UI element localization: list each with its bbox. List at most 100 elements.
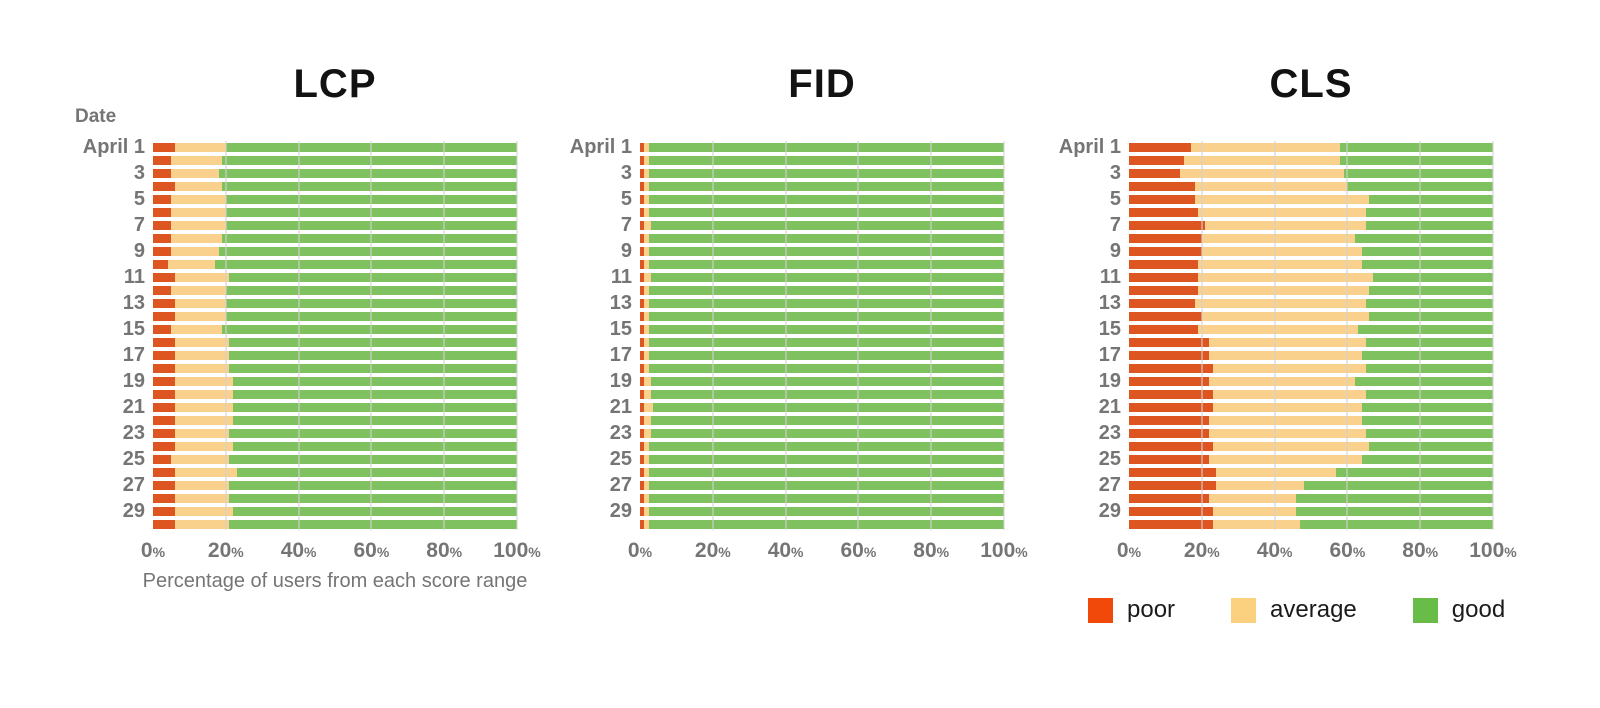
bar-segment-average bbox=[174, 416, 234, 425]
bar-segment-good bbox=[222, 234, 517, 243]
stacked-bar-april-7 bbox=[153, 221, 517, 230]
bar-segment-average bbox=[1216, 481, 1304, 490]
bar-segment-poor bbox=[640, 299, 644, 308]
bar-segment-average bbox=[1201, 234, 1355, 243]
stacked-bar-april-9 bbox=[1129, 247, 1493, 256]
stacked-bar-april-14 bbox=[1129, 312, 1493, 321]
bar-segment-average bbox=[1179, 169, 1344, 178]
y-tick-label: 19 bbox=[1098, 370, 1121, 392]
bar-segment-good bbox=[1340, 156, 1493, 165]
bar-segment-average bbox=[643, 390, 651, 399]
bar-row bbox=[63, 258, 517, 271]
legend-label-average: average bbox=[1270, 596, 1357, 623]
bar-segment-average bbox=[174, 351, 230, 360]
x-tick-label: 40% bbox=[280, 539, 317, 562]
legend-item-good: good bbox=[1412, 596, 1505, 624]
bar-segment-average bbox=[643, 260, 650, 269]
bar-segment-average bbox=[643, 286, 650, 295]
y-tick-label: 27 bbox=[1098, 474, 1121, 496]
bar-row: 9 bbox=[63, 241, 517, 261]
bar-segment-good bbox=[233, 403, 517, 412]
bar-segment-average bbox=[1212, 364, 1366, 373]
legend-swatch-good-icon bbox=[1412, 597, 1438, 623]
legend-swatch-average-icon bbox=[1231, 597, 1257, 623]
bar-segment-good bbox=[1347, 182, 1493, 191]
bar-segment-good bbox=[650, 390, 1004, 399]
stacked-bar-april-15 bbox=[1129, 325, 1493, 334]
bar-segment-good bbox=[649, 143, 1004, 152]
bar-segment-good bbox=[222, 156, 517, 165]
bar-segment-good bbox=[233, 442, 517, 451]
bar-segment-average bbox=[174, 364, 230, 373]
bar-segment-poor bbox=[153, 247, 172, 256]
bar-segment-poor bbox=[1129, 169, 1180, 178]
stacked-bar-april-11 bbox=[1129, 273, 1493, 282]
bar-segment-average bbox=[643, 351, 650, 360]
stacked-bar-april-23 bbox=[640, 429, 1004, 438]
bar-segment-good bbox=[1365, 338, 1493, 347]
bar-segment-good bbox=[649, 468, 1004, 477]
stacked-bar-april-25 bbox=[1129, 455, 1493, 464]
bar-segment-poor bbox=[1129, 351, 1210, 360]
bar-row bbox=[1039, 232, 1493, 245]
bar-row: 21 bbox=[550, 396, 1004, 418]
bar-segment-good bbox=[1361, 351, 1493, 360]
bar-segment-poor bbox=[640, 273, 644, 282]
stacked-bar-april-12 bbox=[640, 286, 1004, 295]
stacked-bar-april-5 bbox=[640, 195, 1004, 204]
bar-segment-poor bbox=[1129, 390, 1213, 399]
stacked-bar-april-5 bbox=[153, 195, 517, 204]
bar-segment-good bbox=[649, 208, 1004, 217]
bar-segment-average bbox=[643, 520, 650, 529]
y-tick-label: 13 bbox=[1098, 292, 1121, 314]
bar-segment-average bbox=[643, 221, 651, 230]
bar-segment-average bbox=[171, 169, 219, 178]
bar-segment-poor bbox=[640, 156, 644, 165]
bar-segment-poor bbox=[1129, 208, 1199, 217]
stacked-bar-april-14 bbox=[640, 312, 1004, 321]
bar-segment-average bbox=[171, 286, 226, 295]
stacked-bar-april-27 bbox=[640, 481, 1004, 490]
bar-row bbox=[1039, 466, 1493, 479]
bar-row bbox=[63, 466, 517, 479]
bar-segment-poor bbox=[153, 143, 175, 152]
bar-segment-good bbox=[649, 286, 1004, 295]
bar-segment-good bbox=[649, 195, 1004, 204]
bar-row bbox=[63, 180, 517, 193]
y-tick-label: 21 bbox=[609, 396, 632, 418]
y-tick-label: 27 bbox=[122, 474, 145, 496]
bar-row bbox=[550, 232, 1004, 245]
bar-segment-good bbox=[649, 481, 1004, 490]
stacked-bar-april-23 bbox=[1129, 429, 1493, 438]
bar-segment-average bbox=[643, 143, 650, 152]
bar-segment-poor bbox=[1129, 247, 1202, 256]
bar-row bbox=[1039, 180, 1493, 193]
bar-segment-average bbox=[643, 364, 650, 373]
stacked-bar-april-25 bbox=[640, 455, 1004, 464]
bar-segment-poor bbox=[153, 377, 175, 386]
bar-row: 15 bbox=[63, 319, 517, 339]
x-tick-label: 0% bbox=[140, 539, 166, 562]
bar-segment-good bbox=[649, 234, 1004, 243]
bar-segment-average bbox=[1212, 442, 1370, 451]
bar-segment-good bbox=[222, 182, 517, 191]
bar-segment-good bbox=[649, 325, 1004, 334]
bar-segment-average bbox=[174, 429, 230, 438]
bar-row: 25 bbox=[550, 449, 1004, 469]
x-axis-label: Percentage of users from each score rang… bbox=[142, 570, 528, 592]
x-tick-label: 100% bbox=[493, 539, 541, 562]
bar-segment-good bbox=[1365, 299, 1493, 308]
bar-segment-average bbox=[643, 429, 651, 438]
bar-row bbox=[63, 518, 517, 531]
bar-segment-poor bbox=[1129, 156, 1184, 165]
stacked-bar-april-16 bbox=[153, 338, 517, 347]
bar-segment-average bbox=[643, 234, 650, 243]
bar-segment-good bbox=[214, 260, 517, 269]
bar-segment-good bbox=[225, 299, 517, 308]
y-tick-label: 7 bbox=[1109, 214, 1121, 236]
bar-segment-average bbox=[174, 507, 234, 516]
chart-cls: CLS April 1 3 5 7 9 11 13 15 17 19 21 23 25 27 29 0% 20… bbox=[1039, 60, 1517, 660]
bar-segment-poor bbox=[153, 299, 175, 308]
x-axis-ticks-lcp: 0% 20% 40% 60% 80% 100% bbox=[141, 539, 541, 569]
bar-segment-average bbox=[174, 403, 234, 412]
